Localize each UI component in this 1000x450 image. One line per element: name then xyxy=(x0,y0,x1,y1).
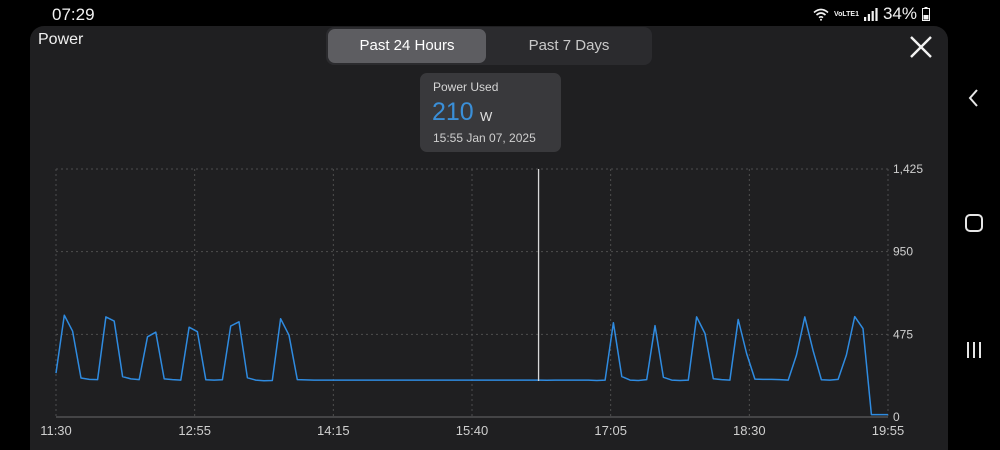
power-panel: Power Past 24 Hours Past 7 Days Power Us… xyxy=(30,26,948,450)
status-icons: VoLTE1 34% xyxy=(813,4,930,24)
battery-percent: 34% xyxy=(882,4,917,23)
panel-title: Power xyxy=(38,31,84,48)
back-icon[interactable] xyxy=(960,84,988,112)
wifi-icon xyxy=(813,8,829,21)
status-bar: 07:29 VoLTE1 34% xyxy=(0,0,1000,28)
power-tooltip: Power Used 210 W 15:55 Jan 07, 2025 xyxy=(420,73,561,152)
tooltip-unit: W xyxy=(480,109,493,124)
navigation-bar xyxy=(948,28,1000,450)
home-icon[interactable] xyxy=(960,209,988,237)
status-time: 07:29 xyxy=(52,5,95,24)
close-icon[interactable] xyxy=(908,34,934,60)
tooltip-value: 210 xyxy=(432,98,474,126)
battery-icon xyxy=(922,7,930,21)
recents-icon[interactable] xyxy=(960,336,988,364)
tooltip-timestamp: 15:55 Jan 07, 2025 xyxy=(433,131,536,145)
tooltip-label: Power Used xyxy=(433,80,499,94)
signal-icon xyxy=(863,7,878,21)
period-tabs: Past 24 Hours Past 7 Days xyxy=(326,27,652,65)
volte-indicator: VoLTE1 xyxy=(833,10,859,18)
tab-past-7-days[interactable]: Past 7 Days xyxy=(528,37,610,54)
tab-past-24-hours[interactable]: Past 24 Hours xyxy=(328,29,486,63)
